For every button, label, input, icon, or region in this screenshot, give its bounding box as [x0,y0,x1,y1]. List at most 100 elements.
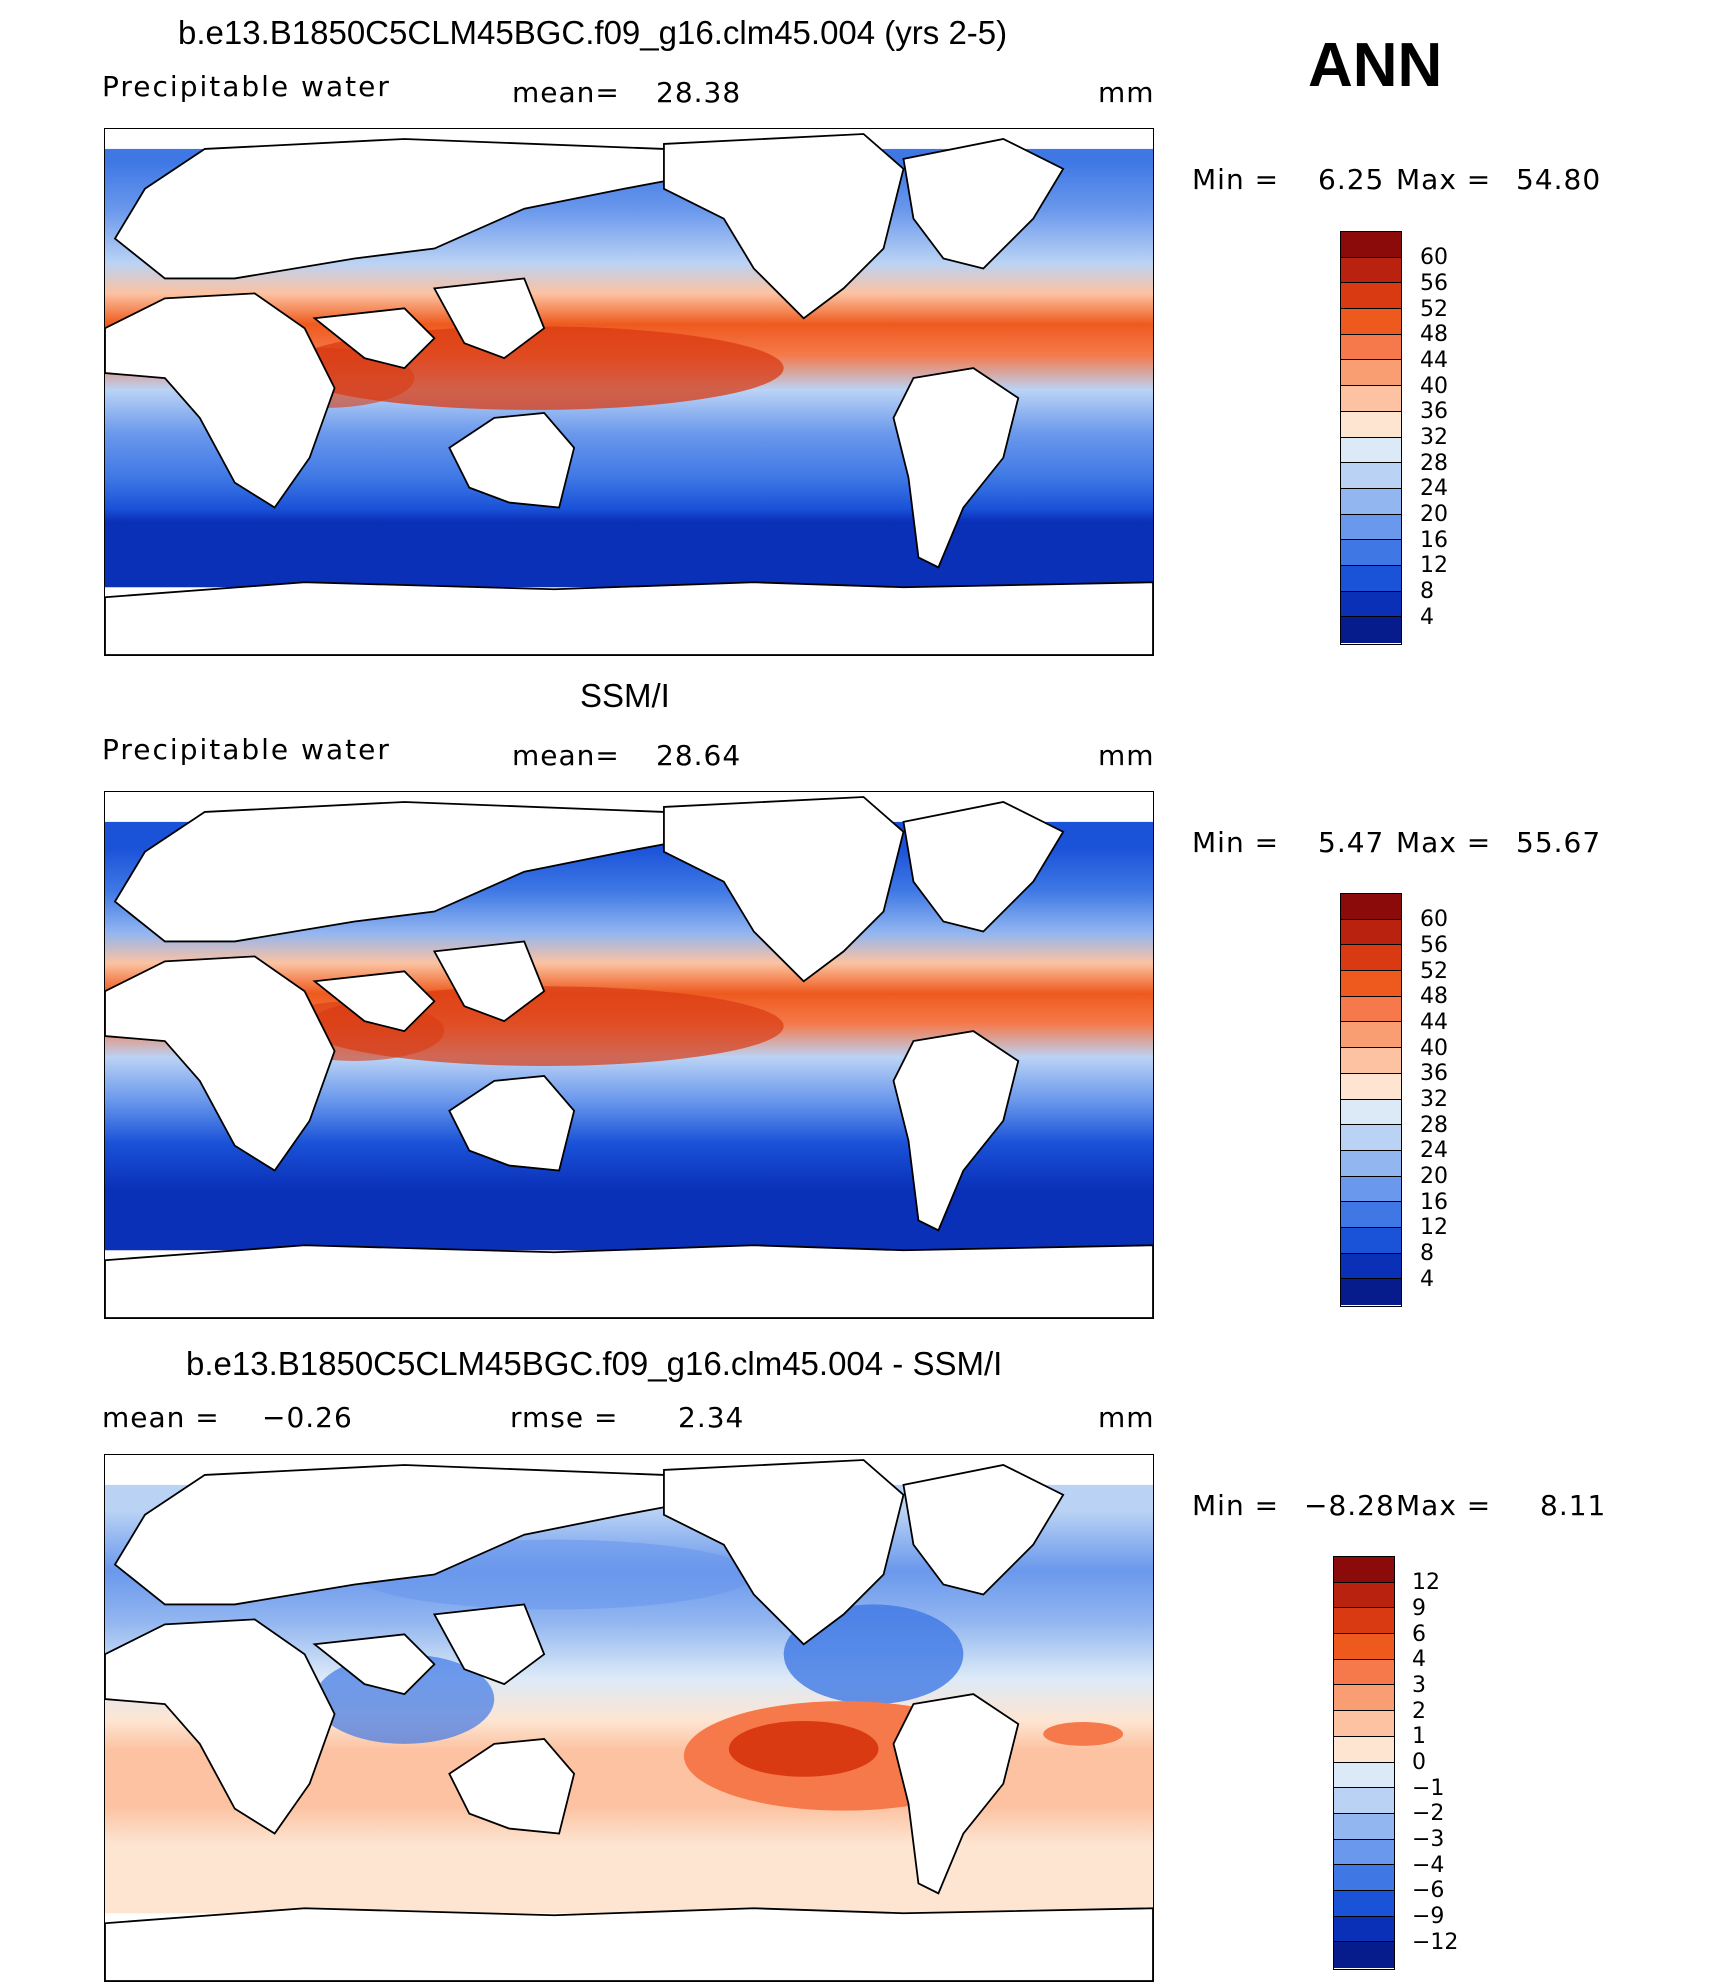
colorbar-swatch [1341,488,1401,515]
panel2-title: SSM/I [580,677,670,714]
colorbar-swatch [1341,334,1401,361]
colorbar-swatch [1341,565,1401,592]
colorbar-tick-label: 48 [1420,322,1448,348]
colorbar-tick-label: 20 [1420,1164,1448,1190]
panel1-min-value: 6.25 [1318,163,1385,196]
colorbar-tick-label: 4 [1420,604,1434,630]
colorbar-tick-label: 20 [1420,502,1448,528]
panel2-colorbar [1340,893,1402,1307]
panel2-map [104,791,1154,1319]
panel3-units: mm [1098,1401,1155,1434]
colorbar-swatch [1341,437,1401,464]
colorbar-tick-label: 56 [1420,932,1448,958]
colorbar-tick-label: 24 [1420,476,1448,502]
panel2-variable: Precipitable water [102,733,391,766]
colorbar-swatch [1334,1788,1394,1814]
panel3-mean-value: −0.26 [262,1401,353,1434]
colorbar-tick-label: 32 [1420,1087,1448,1112]
colorbar-swatch [1341,1202,1401,1228]
colorbar-tick-label: 16 [1420,1189,1448,1215]
panel2-units: mm [1098,739,1155,772]
colorbar-swatch [1334,1659,1394,1686]
colorbar-swatch [1334,1813,1394,1840]
colorbar-tick-label: 32 [1420,425,1448,450]
colorbar-swatch [1341,894,1401,920]
colorbar-swatch [1341,411,1401,438]
colorbar-swatch [1341,232,1401,258]
colorbar-swatch [1334,1634,1394,1660]
colorbar-swatch [1341,919,1401,946]
colorbar-swatch [1341,617,1401,643]
panel1-title: b.e13.B1850C5CLM45BGC.f09_g16.clm45.004 … [178,14,1008,51]
colorbar-tick-label: 12 [1420,553,1448,579]
colorbar-swatch [1341,1253,1401,1280]
colorbar-swatch [1341,1150,1401,1177]
colorbar-tick-label: −6 [1412,1878,1445,1904]
panel3-title: b.e13.B1850C5CLM45BGC.f09_g16.clm45.004 … [186,1345,1003,1382]
colorbar-tick-label: −4 [1412,1852,1445,1878]
colorbar-tick-label: 16 [1420,527,1448,553]
colorbar-tick-label: 6 [1412,1621,1426,1647]
colorbar-tick-label: 40 [1420,373,1448,399]
colorbar-tick-label: 28 [1420,450,1448,476]
colorbar-swatch [1341,540,1401,566]
colorbar-swatch [1341,971,1401,997]
panel2-max-label: Max = [1396,826,1492,859]
panel2-min-value: 5.47 [1318,826,1385,859]
colorbar-tick-label: −1 [1412,1775,1445,1801]
panel2-min-label: Min = [1192,826,1280,859]
colorbar-tick-label: 56 [1420,270,1448,296]
colorbar-tick-label: 0 [1412,1750,1426,1775]
colorbar-tick-label: 52 [1420,296,1448,322]
panel3-max-value: 8.11 [1540,1489,1607,1522]
panel1-variable: Precipitable water [102,70,391,103]
colorbar-tick-label: 44 [1420,1009,1448,1035]
season-label: ANN [1308,31,1443,100]
colorbar-tick-label: 24 [1420,1138,1448,1164]
colorbar-swatch [1334,1711,1394,1737]
panel3-min-value: −8.28 [1304,1489,1395,1522]
colorbar-tick-label: 12 [1420,1215,1448,1241]
colorbar-swatch [1341,1022,1401,1049]
colorbar-tick-label: 1 [1412,1724,1426,1750]
colorbar-swatch [1341,309,1401,335]
colorbar-swatch [1341,591,1401,618]
panel1-mean-value: 28.38 [656,76,742,109]
colorbar-tick-label: 60 [1420,245,1448,271]
colorbar-tick-label: 8 [1420,579,1434,605]
colorbar-tick-label: 4 [1412,1647,1426,1673]
colorbar-swatch [1341,945,1401,972]
colorbar-swatch [1334,1839,1394,1866]
colorbar-tick-label: −3 [1412,1827,1445,1853]
panel3-rmse-label: rmse = [510,1401,619,1434]
colorbar-swatch [1334,1736,1394,1763]
colorbar-tick-label: 9 [1412,1595,1426,1621]
colorbar-tick-label: 8 [1420,1241,1434,1267]
panel3-min-label: Min = [1192,1489,1280,1522]
colorbar-swatch [1334,1762,1394,1789]
colorbar-swatch [1341,1073,1401,1100]
colorbar-swatch [1334,1685,1394,1712]
colorbar-tick-label: 36 [1420,399,1448,425]
colorbar-swatch [1341,1048,1401,1074]
colorbar-swatch [1341,283,1401,310]
panel2-max-value: 55.67 [1516,826,1602,859]
panel2-mean-label: mean= [512,739,620,772]
colorbar-swatch [1341,257,1401,284]
colorbar-swatch [1341,996,1401,1023]
colorbar-swatch [1334,1942,1394,1968]
panel2-mean-value: 28.64 [656,739,742,772]
colorbar-swatch [1334,1916,1394,1943]
colorbar-tick-label: −9 [1412,1904,1445,1930]
colorbar-tick-label: −2 [1412,1801,1445,1827]
colorbar-tick-label: 36 [1420,1061,1448,1087]
panel1-mean-label: mean= [512,76,620,109]
colorbar-tick-label: 12 [1412,1570,1440,1596]
colorbar-swatch [1341,1279,1401,1305]
colorbar-swatch [1341,360,1401,387]
colorbar-tick-label: 40 [1420,1035,1448,1061]
colorbar-tick-label: 48 [1420,984,1448,1010]
colorbar-swatch [1341,463,1401,489]
colorbar-swatch [1334,1582,1394,1609]
colorbar-swatch [1341,1176,1401,1203]
